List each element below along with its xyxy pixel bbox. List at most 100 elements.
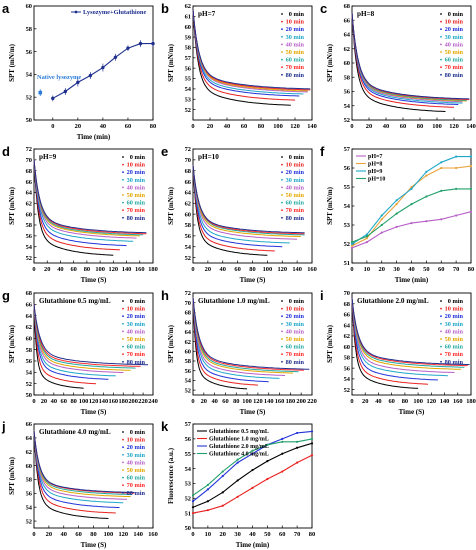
x-tick-label: 160: [148, 531, 158, 538]
y-axis-label: SPT (mN/m): [167, 43, 175, 81]
x-tick-label: 160: [307, 266, 317, 273]
y-tick-label: 62: [26, 324, 32, 331]
legend-label: 50 min: [286, 192, 305, 199]
panel-g: g 0 20 40 60 80 100 120 140 160 180 200 220 240 50 52 54…: [0, 287, 158, 417]
y-tick-label: 56: [185, 368, 192, 375]
y-tick-label: 60: [26, 463, 32, 470]
panel-letter: a: [2, 1, 10, 16]
y-tick-label: 64: [344, 32, 351, 39]
data-point: [350, 244, 354, 247]
x-tick-label: 100: [273, 123, 283, 130]
decay-curve-0-min: [192, 10, 291, 106]
y-tick-label: 53: [185, 96, 191, 103]
panel-letter: e: [161, 144, 169, 159]
y-tick-label: 72: [185, 290, 191, 297]
x-tick-label: 60: [234, 266, 240, 273]
data-point: [221, 470, 224, 473]
chart-svg: 0 20 40 60 80 100 120 140 160 180 52 54 56 58 60 62 64 66…: [8, 146, 158, 284]
legend-marker: [122, 446, 124, 449]
legend-label: 20 min: [127, 313, 146, 320]
legend-label: 10 min: [127, 437, 146, 444]
panel-b: b 0 20 40 60 80 100 120 140 52 53 54 55 56 57 58 59 60 61 6…: [159, 0, 317, 142]
decay-curve-20-min: [192, 165, 283, 248]
x-tick-label: 140: [122, 266, 132, 273]
legend-marker: [122, 156, 124, 158]
legend-marker: [122, 178, 124, 181]
legend-marker: [440, 66, 442, 69]
panel-h: h 0 20 40 60 80 100 120 140 160 180 200 220 52 54 56 58 6…: [159, 287, 317, 417]
x-tick-label: 0: [191, 266, 194, 273]
data-point: [138, 41, 143, 46]
decay-curve-20-min: [351, 298, 438, 381]
legend-marker: [122, 209, 124, 212]
x-tick-label: 0: [32, 531, 35, 538]
y-tick-label: 54: [26, 244, 33, 251]
x-tick-label: 160: [109, 398, 119, 405]
x-tick-label: 0: [32, 398, 35, 405]
legend-marker: [440, 360, 442, 363]
data-point: [350, 241, 354, 244]
x-tick-label: 0: [191, 123, 194, 130]
legend-label: pH=10: [368, 177, 385, 183]
x-tick-label: 60: [70, 266, 76, 273]
panel-letter: k: [161, 419, 169, 434]
decay-curve-40-min: [33, 304, 124, 373]
legend-label: 40 min: [286, 41, 305, 48]
legend-label: 30 min: [286, 321, 305, 328]
legend-marker: [281, 315, 283, 318]
x-tick-label: 0: [32, 266, 35, 273]
data-point: [221, 474, 224, 478]
data-point: [310, 442, 314, 445]
legend-label: 0 min: [130, 154, 146, 161]
y-tick-label: 60: [185, 24, 191, 31]
legend-marker: [122, 300, 124, 302]
y-tick-label: 64: [26, 313, 33, 320]
y-tick-label: 51: [344, 260, 350, 267]
x-tick-label: 10: [205, 531, 211, 538]
panel-title: Glutathione 1.0 mg/mL: [198, 297, 270, 305]
y-tick-label: 60: [26, 336, 32, 343]
y-axis-label: SPT (mN/m): [8, 324, 16, 362]
legend-label: 0 min: [289, 11, 305, 18]
legend-label: Lysozyme+Glutathione: [83, 9, 146, 16]
data-point: [365, 233, 368, 236]
x-tick-label: 30: [234, 531, 240, 538]
data-point: [101, 65, 105, 70]
decay-curve-50-min: [192, 297, 294, 374]
data-point: [76, 80, 80, 85]
data-point: [296, 440, 299, 443]
y-tick-label: 68: [344, 3, 350, 10]
panel-letter: b: [161, 1, 169, 16]
data-point: [469, 210, 473, 213]
legend-label: 60 min: [445, 57, 464, 64]
legend-marker: [281, 178, 283, 181]
y-tick-label: 68: [185, 168, 191, 175]
legend-marker: [281, 186, 283, 189]
legend-marker: [281, 209, 283, 212]
legend-marker: [281, 163, 283, 166]
y-tick-label: 56: [185, 233, 192, 240]
y-tick-label: 64: [26, 435, 33, 442]
x-tick-label: 80: [90, 531, 96, 538]
x-tick-label: 40: [61, 531, 67, 538]
decay-curve-20-min: [192, 10, 300, 97]
y-tick-label: 72: [185, 146, 191, 153]
y-tick-label: 58: [185, 222, 191, 229]
data-point: [281, 437, 284, 440]
data-point: [151, 41, 155, 46]
data-point: [236, 461, 239, 464]
data-point: [296, 446, 299, 449]
plot-frame: [33, 5, 154, 121]
y-tick-label: 58: [26, 347, 32, 354]
legend-marker: [440, 58, 442, 61]
y-tick-label: 54: [26, 72, 33, 79]
x-axis-label: Time (min): [395, 276, 429, 284]
x-tick-label: 180: [466, 398, 476, 405]
y-tick-label: 56: [344, 365, 351, 372]
y-axis-label: SPT (mN/m): [167, 186, 175, 224]
panel-a: a 0 20 40 60 80 50 52 54 56 58 60 Time (min) SPT (mN/…: [0, 0, 158, 142]
legend-label: 10 min: [286, 306, 305, 313]
legend-label: 10 min: [127, 162, 146, 169]
x-tick-label: 20: [75, 123, 81, 130]
legend-label: 40 min: [127, 328, 146, 335]
